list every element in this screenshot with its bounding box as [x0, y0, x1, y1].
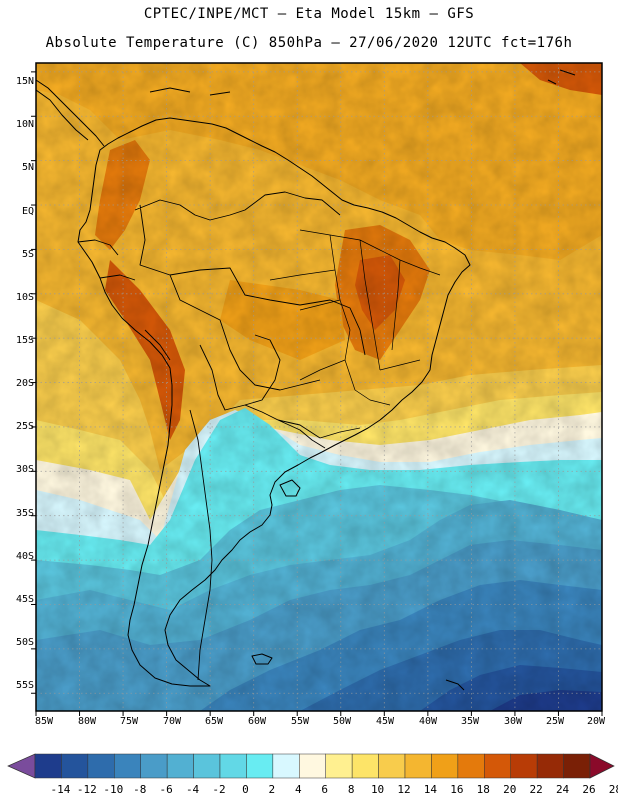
colorbar-swatch	[404, 753, 432, 779]
colorbar-label: 6	[321, 783, 329, 796]
colorbar	[7, 753, 615, 779]
colorbar-label: 4	[294, 783, 302, 796]
lat-label: 40S	[15, 551, 34, 562]
lat-label: 15S	[15, 335, 34, 346]
colorbar-label: 24	[555, 783, 570, 796]
colorbar-label: 16	[450, 783, 464, 796]
colorbar-swatch	[61, 753, 89, 779]
lat-label: 10N	[15, 119, 34, 130]
colorbar-label: 20	[503, 783, 517, 796]
lon-label: 70W	[162, 716, 182, 727]
colorbar-swatch	[536, 753, 564, 779]
colorbar-swatch	[34, 753, 62, 779]
lat-label: 25S	[15, 421, 34, 432]
lon-label: 30W	[503, 716, 523, 727]
lon-label: 80W	[77, 716, 97, 727]
map-grid	[36, 63, 602, 711]
colorbar-swatch	[378, 753, 406, 779]
lon-label: 35W	[460, 716, 480, 727]
lon-label: 25W	[545, 716, 565, 727]
lat-label: EQ	[21, 206, 34, 217]
chart-title: CPTEC/INPE/MCT – Eta Model 15km – GFS	[143, 6, 475, 22]
brazil-state-borders	[269, 229, 441, 439]
colorbar-label: -4	[185, 783, 200, 796]
colorbar-swatch	[510, 753, 538, 779]
colorbar-label: 28	[608, 783, 618, 796]
lon-label: 60W	[247, 716, 267, 727]
central-america-coastline	[36, 79, 105, 147]
colorbar-label: -6	[159, 783, 173, 796]
lon-label: 50W	[332, 716, 352, 727]
south-america-coastline	[77, 117, 471, 687]
caribbean-islands	[149, 69, 576, 96]
colorbar-label: 8	[347, 783, 355, 796]
lat-label: 10S	[15, 292, 34, 303]
colorbar-label: 2	[268, 783, 276, 796]
lat-label: 55S	[15, 680, 34, 691]
colorbar-label: -14	[50, 783, 71, 796]
colorbar-swatch	[272, 753, 300, 779]
lat-label: 30S	[15, 464, 34, 475]
colorbar-label: 10	[370, 783, 385, 796]
lon-label: 65W	[204, 716, 224, 727]
colorbar-label: 26	[582, 783, 596, 796]
colorbar-label: -2	[212, 783, 226, 796]
colorbar-swatch	[219, 753, 247, 779]
lon-label: 45W	[375, 716, 395, 727]
colorbar-label: 12	[397, 783, 411, 796]
colorbar-swatch	[484, 753, 511, 779]
lat-label: 45S	[15, 594, 34, 605]
plot-frame	[35, 62, 603, 712]
lat-label: 5S	[21, 249, 34, 260]
colorbar-label: 18	[476, 783, 490, 796]
lat-label: 50S	[15, 637, 34, 648]
colorbar-swatch	[246, 753, 274, 779]
colorbar-label: 14	[423, 783, 438, 796]
south-georgia	[445, 679, 465, 691]
falklands	[251, 653, 273, 665]
colorbar-swatch	[140, 753, 168, 779]
colorbar-label: -8	[133, 783, 147, 796]
colorbar-swatch	[457, 753, 485, 779]
chart-subtitle: Absolute Temperature (C) 850hPa – 27/06/…	[45, 35, 573, 51]
colorbar-arrow-min	[7, 753, 36, 779]
lat-label: 35S	[15, 508, 34, 519]
temperature-map	[31, 62, 603, 716]
uruguay-lake	[279, 479, 301, 497]
axis-ticks	[31, 71, 603, 716]
colorbar-arrow-max	[589, 753, 615, 779]
lon-label: 20W	[586, 716, 606, 727]
colorbar-swatch	[87, 753, 115, 779]
colorbar-swatch	[325, 753, 353, 779]
colorbar-swatch	[351, 753, 379, 779]
colorbar-swatch	[431, 753, 459, 779]
country-borders	[77, 191, 366, 681]
colorbar-label: -10	[103, 783, 124, 796]
lon-label: 85W	[34, 716, 54, 727]
colorbar-swatch	[166, 753, 194, 779]
colorbar-swatch	[114, 753, 141, 779]
lon-label: 55W	[290, 716, 310, 727]
colorbar-swatch	[193, 753, 221, 779]
lon-label: 40W	[418, 716, 438, 727]
lat-label: 20S	[15, 378, 34, 389]
colorbar-swatch	[563, 753, 591, 779]
lat-label: 5N	[21, 162, 34, 173]
lat-label: 15N	[15, 76, 34, 87]
colorbar-swatch	[299, 753, 326, 779]
colorbar-label: 0	[242, 783, 249, 796]
colorbar-label: 22	[529, 783, 543, 796]
colorbar-label: -12	[76, 783, 97, 796]
lon-label: 75W	[119, 716, 139, 727]
